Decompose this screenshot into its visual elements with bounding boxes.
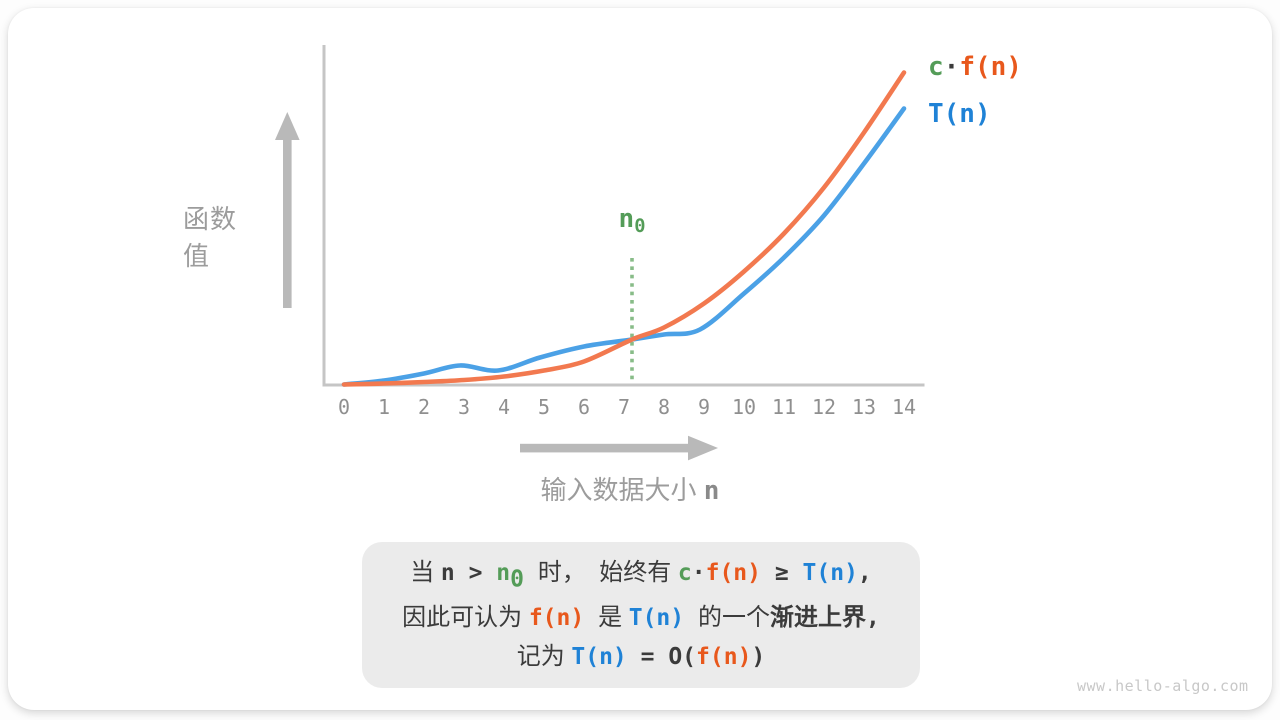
x-tick-label: 12 [811,395,837,419]
text-segment: > [454,559,497,586]
text-segment: , [865,605,880,632]
x-tick-label: 14 [891,395,917,419]
text-segment: , [857,559,872,586]
y-axis-label: 函数值 [183,204,238,271]
text-segment: T(n) [628,605,685,632]
text-segment: T(n) [802,559,858,586]
x-axis-label: 输入数据大小 n [520,470,740,507]
text-segment: 当 [410,558,441,586]
text-segment: · [691,559,706,586]
text-segment: 输入数据大小 [540,475,704,505]
explanation-line-3: 记为 T(n) = O(f(n)) [517,640,766,674]
y-axis-line [322,45,326,386]
x-tick-label: 9 [697,395,711,419]
x-tick-label: 0 [337,395,351,419]
x-tick-label: 2 [417,395,431,419]
text-segment: 时， 始终有 [537,558,678,586]
x-tick-label: 11 [771,395,797,419]
text-segment: 0 [634,216,646,238]
text-segment: 渐进上界 [769,604,866,632]
x-axis-line [322,383,925,387]
text-segment: n [618,204,635,234]
text-segment: O( [668,644,697,671]
text-segment: = [626,644,669,671]
x-tick-label: 4 [497,395,511,419]
curve-c-f-n [341,70,907,387]
x-tick-label: 10 [731,395,757,419]
text-segment: n [496,559,511,586]
text-segment: · [943,52,960,82]
x-axis-arrow-icon [520,435,718,461]
text-segment [684,605,698,631]
text-segment: 是 [598,604,629,632]
x-tick-label: 7 [617,395,631,419]
x-tick-label: 6 [577,395,591,419]
x-tick-label: 13 [851,395,877,419]
text-segment: 因此可认为 [402,604,529,632]
x-tick-label: 5 [537,395,551,419]
legend-entry-T-n: T(n) [928,99,991,128]
text-segment [584,605,598,631]
text-segment: 的一个 [697,604,770,632]
legend-entry-c-f-n: c·f(n) [928,52,1022,81]
text-segment: T(n) [571,644,627,671]
x-tick-label: 3 [457,395,471,419]
text-segment: n [703,476,720,506]
text-segment: c [928,52,944,82]
x-tick-label: 8 [657,395,671,419]
text-segment: T(n) [928,99,991,129]
text-segment: f(n) [528,605,585,632]
text-segment: f(n) [705,559,761,586]
text-segment: 记为 [516,643,572,671]
n0-annotation-label: n0 [619,203,646,237]
text-segment: 0 [510,566,524,593]
text-segment: ≥ [760,559,803,586]
explanation-line-1: 当 n > n0 时， 始终有 c·f(n) ≥ T(n), [410,556,872,596]
explanation-line-2: 因此可认为 f(n) 是 T(n) 的一个渐进上界, [402,601,880,635]
text-segment: c [677,559,692,586]
text-segment: f(n) [696,644,752,671]
text-segment: n [440,559,455,586]
watermark: www.hello-algo.com [1077,677,1249,695]
text-segment [524,560,538,586]
explanation-box: 当 n > n0 时， 始终有 c·f(n) ≥ T(n), 因此可认为 f(n… [362,542,920,688]
x-tick-label: 1 [377,395,391,419]
text-segment: ) [751,644,766,671]
text-segment: f(n) [959,52,1022,82]
y-axis-arrow-icon [275,112,300,308]
